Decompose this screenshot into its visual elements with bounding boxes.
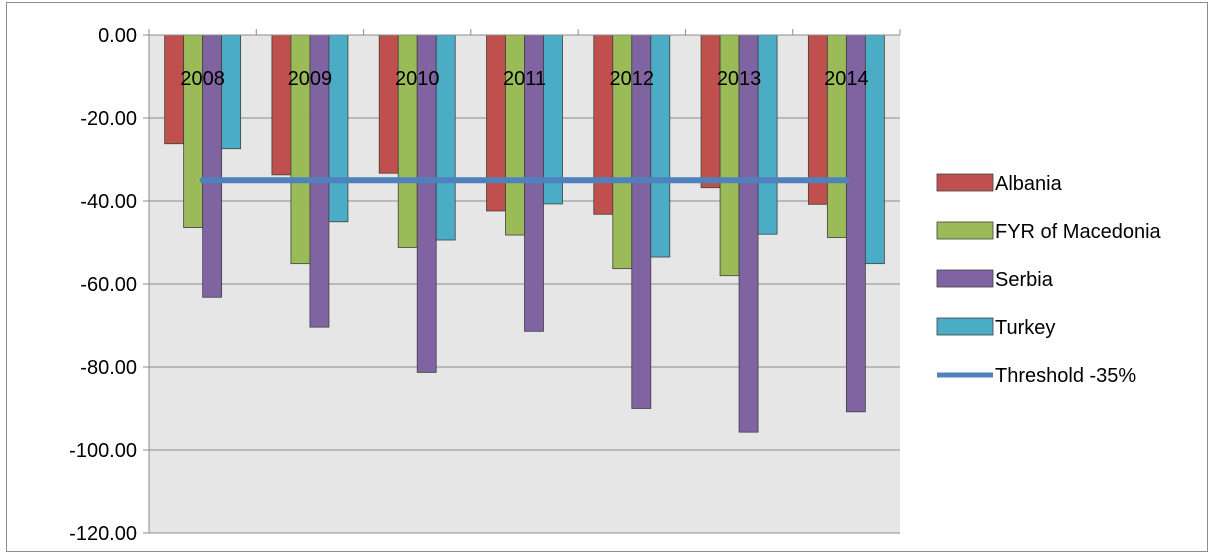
bar-fyr-of-macedonia-2011	[505, 34, 525, 236]
bar-serbia-2012	[631, 34, 652, 409]
y-tick-labels: 0.00 -20.00 -40.00 -60.00 -80.00 -100.00 -120.…	[69, 25, 137, 545]
y-tick-label: -100.00	[69, 440, 137, 462]
category-label: 2011	[503, 68, 546, 90]
legend-swatch	[936, 221, 994, 240]
y-tick-label: -80.00	[80, 357, 137, 379]
y-tick-label: -40.00	[80, 191, 137, 213]
category-label: 2013	[717, 68, 762, 90]
bar-turkey-2010	[435, 34, 456, 241]
y-tick-label: -60.00	[80, 274, 137, 296]
bar-fyr-of-macedonia-2008	[183, 34, 204, 228]
y-tick-label: -20.00	[80, 108, 137, 130]
legend-swatch	[936, 173, 994, 192]
bar-fyr-of-macedonia-2010	[397, 34, 418, 248]
category-label: 2009	[288, 68, 333, 90]
legend-swatch	[936, 269, 994, 288]
bar-albania-2010	[378, 34, 399, 174]
legend: Albania FYR of Macedonia Serbia Turkey Thres…	[936, 173, 1162, 387]
bars	[164, 34, 885, 433]
bar-albania-2012	[593, 34, 614, 215]
bar-turkey-2008	[221, 34, 242, 150]
y-tick-label: 0.00	[98, 25, 137, 47]
chart-frame: 0.00 -20.00 -40.00 -60.00 -80.00 -100.00 -120.…	[6, 2, 1208, 552]
bar-albania-2011	[486, 34, 506, 212]
category-label: 2014	[824, 68, 869, 90]
axes	[143, 29, 901, 534]
legend-label: Albania	[995, 173, 1063, 195]
bar-serbia-2014	[845, 34, 866, 413]
category-label: 2010	[395, 68, 440, 90]
legend-label: Serbia	[995, 269, 1054, 291]
bar-turkey-2013	[757, 34, 778, 235]
bar-turkey-2009	[328, 34, 349, 223]
category-label: 2012	[610, 68, 655, 90]
bar-albania-2013	[700, 34, 721, 189]
legend-label: FYR of Macedonia	[995, 221, 1162, 243]
category-label: 2008	[180, 68, 225, 90]
legend-label: Turkey	[995, 317, 1055, 339]
bar-fyr-of-macedonia-2014	[826, 34, 847, 238]
legend-swatch	[936, 317, 994, 336]
bar-albania-2009	[271, 34, 292, 176]
legend-label: Threshold -35%	[995, 365, 1136, 387]
bar-chart: 0.00 -20.00 -40.00 -60.00 -80.00 -100.00 -120.…	[69, 25, 1162, 545]
category-labels: 2008 2009 2010 2011 2012 2013 2014	[180, 68, 868, 90]
y-tick-label: -120.00	[69, 523, 137, 545]
bar-serbia-2013	[738, 34, 759, 433]
